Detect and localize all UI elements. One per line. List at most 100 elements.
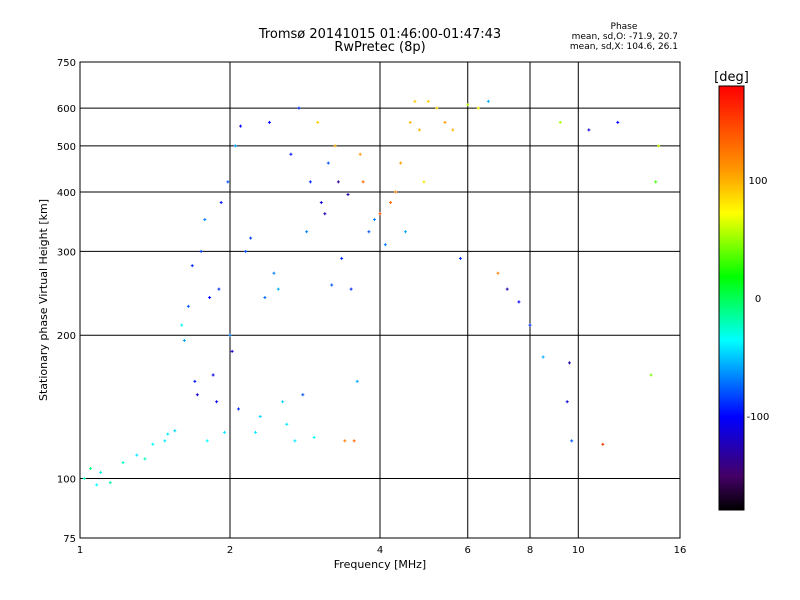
data-point: [285, 422, 289, 426]
y-tick-label: 400: [57, 188, 76, 199]
data-point: [293, 439, 297, 443]
data-point: [253, 430, 257, 434]
x-tick-label: 2: [227, 545, 233, 556]
data-point: [587, 128, 591, 132]
colorbar-tick-label: 100: [748, 176, 767, 187]
phase-stats-o: mean, sd,O: -71.9, 20.7: [571, 32, 678, 42]
data-point: [211, 373, 215, 377]
y-tick-label: 75: [63, 534, 76, 545]
data-point: [99, 470, 103, 474]
data-point: [403, 230, 407, 234]
data-point: [361, 180, 365, 184]
data-point: [199, 249, 203, 253]
x-tick-label: 1: [77, 545, 83, 556]
data-point: [355, 379, 359, 383]
data-point: [389, 201, 393, 205]
data-point: [458, 256, 462, 260]
grid-lines: [80, 62, 680, 538]
data-point: [394, 190, 398, 194]
data-point: [230, 349, 234, 353]
data-point: [399, 161, 403, 165]
data-point: [301, 393, 305, 397]
data-point: [223, 430, 227, 434]
data-point: [193, 379, 197, 383]
data-point: [466, 103, 470, 107]
data-point: [505, 287, 509, 291]
data-point: [319, 201, 323, 205]
data-point: [654, 180, 658, 184]
data-point: [567, 361, 571, 365]
y-tick-label: 500: [57, 142, 76, 153]
data-point: [215, 400, 219, 404]
data-point: [358, 152, 362, 156]
data-point: [558, 120, 562, 124]
data-point: [476, 106, 480, 110]
y-axis-label: Stationary phase Virtual Height [km]: [37, 199, 50, 401]
data-point: [263, 296, 267, 300]
data-point: [203, 218, 207, 222]
data-point: [143, 457, 147, 461]
data-point: [135, 453, 139, 457]
data-point: [378, 212, 382, 216]
data-point: [281, 400, 285, 404]
data-point: [413, 99, 417, 103]
data-point: [496, 271, 500, 275]
data-point: [340, 256, 344, 260]
data-point: [323, 212, 327, 216]
data-point: [451, 128, 455, 132]
data-point: [272, 271, 276, 275]
data-point: [330, 283, 334, 287]
data-point: [190, 264, 194, 268]
data-point: [417, 128, 421, 132]
data-point: [289, 152, 293, 156]
data-point: [443, 120, 447, 124]
data-point: [565, 400, 569, 404]
data-point: [95, 483, 99, 487]
data-point: [422, 180, 426, 184]
data-point: [308, 180, 312, 184]
data-point: [601, 442, 605, 446]
data-point: [217, 287, 221, 291]
data-point: [336, 180, 340, 184]
data-point: [182, 338, 186, 342]
x-tick-label: 8: [527, 545, 533, 556]
data-point: [517, 300, 521, 304]
data-point: [173, 429, 177, 433]
x-tick-label: 6: [465, 545, 471, 556]
data-point: [346, 193, 350, 197]
data-point: [316, 120, 320, 124]
data-points: [82, 99, 661, 487]
data-point: [186, 304, 190, 308]
colorbar-tick-label: 0: [755, 294, 761, 305]
colorbar-ticks: 100 0 -100: [747, 176, 770, 423]
data-point: [195, 393, 199, 397]
data-point: [226, 180, 230, 184]
colorbar-label: [deg]: [714, 70, 749, 85]
data-point: [570, 439, 574, 443]
x-tick-label: 16: [674, 545, 687, 556]
x-axis-label: Frequency [MHz]: [334, 558, 426, 571]
data-point: [228, 333, 232, 337]
data-point: [239, 124, 243, 128]
data-point: [208, 296, 212, 300]
y-axis-ticks: 75 100 200 300 400 500 600 750: [57, 58, 76, 545]
phase-stats-header: Phase: [610, 22, 638, 32]
x-axis-ticks: 1 2 4 6 8 10 16: [77, 545, 687, 556]
y-tick-label: 750: [57, 58, 76, 69]
data-point: [305, 230, 309, 234]
data-point: [82, 477, 86, 481]
data-point: [258, 414, 262, 418]
data-point: [541, 355, 545, 359]
x-tick-label: 10: [572, 545, 585, 556]
data-point: [435, 106, 439, 110]
data-point: [657, 144, 661, 148]
chart-subtitle: RwPretec (8p): [334, 40, 426, 55]
phase-stats-x: mean, sd,X: 104.6, 26.1: [569, 42, 678, 52]
data-point: [233, 144, 237, 148]
data-point: [352, 439, 356, 443]
data-point: [276, 287, 280, 291]
data-point: [616, 120, 620, 124]
y-tick-label: 600: [57, 104, 76, 115]
phase-stats: Phase mean, sd,O: -71.9, 20.7 mean, sd,X…: [570, 22, 678, 52]
